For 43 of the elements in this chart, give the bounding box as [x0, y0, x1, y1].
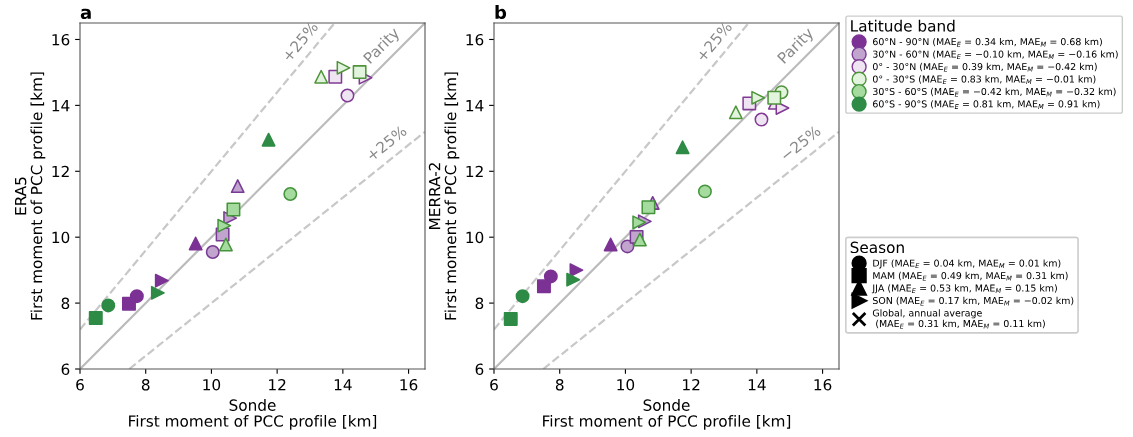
y-axis-title: MERRA-2 First moment of PCC profile [km]: [428, 72, 460, 320]
y-tick-label: 6: [61, 363, 70, 376]
legend-label: 0° - 30°S (MAE$_{E}$ = 0.83 km, MAE$_{M}$ = −0.01 km): [872, 75, 1096, 85]
x-axis-title: Sonde First moment of PCC profile [km]: [129, 399, 377, 430]
legend-label: 30°S - 60°S (MAE$_{E}$ = −0.42 km, MAE$_{M}$ = −0.32 km): [873, 87, 1116, 97]
y-tick-label: 8: [61, 297, 70, 310]
y-tick-label: 12: [466, 165, 483, 178]
legend-label: 60°S - 90°S (MAE$_{E}$ = 0.81 km, MAE$_{M}$ = 0.91 km): [873, 100, 1100, 109]
x-tick-label: 6: [76, 378, 84, 391]
y-tick-label: 6: [475, 363, 484, 376]
y-tick-label: 16: [466, 33, 484, 46]
chart-title: a: [80, 8, 91, 20]
x-tick-label: 16: [814, 378, 832, 391]
x-tick-label: 16: [400, 378, 418, 391]
x-tick-label: 10: [203, 378, 221, 391]
text: Season: [850, 241, 904, 254]
legend-label: Global, annual average (MAE$_{E}$ = 0.31 km, MAE$_{M}$ = 0.11 km): [872, 309, 1045, 329]
y-axis-title: ERA5 First moment of PCC profile [km]: [15, 72, 46, 320]
y-tick-label: 14: [52, 100, 70, 112]
y-tick-label: 14: [466, 100, 484, 112]
y-tick-label: 8: [475, 297, 484, 310]
x-tick-label: 10: [617, 378, 635, 391]
legend-label: 0° - 30°N (MAE$_{E}$ = 0.39 km, MAE$_{M}$ = −0.42 km): [872, 62, 1097, 72]
y-tick-label: 10: [52, 231, 70, 244]
legend-label: 60°N - 90°N (MAE$_{E}$ = 0.34 km, MAE$_{M}$ = 0.68 km): [873, 37, 1102, 47]
legend-label: 30°N - 60°N (MAE$_{E}$ = −0.10 km, MAE$_{M}$ = −0.16 km): [873, 50, 1118, 60]
x-tick-label: 6: [490, 378, 498, 391]
text: Latitude band: [851, 19, 955, 32]
y-tick-label: 16: [52, 33, 70, 46]
legend-label: DJF (MAE$_{E}$ = 0.04 km, MAE$_{M}$ = 0.01 km): [873, 259, 1061, 269]
legend-label: JJA (MAE$_{E}$ = 0.53 km, MAE$_{M}$ = 0.15 km): [871, 284, 1057, 294]
x-tick-label: 8: [555, 378, 564, 391]
legend-label: SON (MAE$_{E}$ = 0.17 km, MAE$_{M}$ = −0.02 km): [872, 296, 1074, 306]
chart-title: b: [495, 5, 507, 20]
x-tick-label: 14: [334, 379, 352, 391]
x-tick-label: 12: [683, 378, 700, 391]
legend-label: MAM (MAE$_{E}$ = 0.49 km, MAE$_{M}$ = 0.31 km): [873, 271, 1068, 281]
x-tick-label: 14: [748, 379, 766, 391]
y-tick-label: 12: [52, 165, 69, 178]
x-tick-label: 12: [269, 378, 286, 391]
x-tick-label: 8: [141, 378, 150, 391]
x-axis-title: Sonde First moment of PCC profile [km]: [543, 399, 791, 430]
y-tick-label: 10: [466, 231, 484, 244]
